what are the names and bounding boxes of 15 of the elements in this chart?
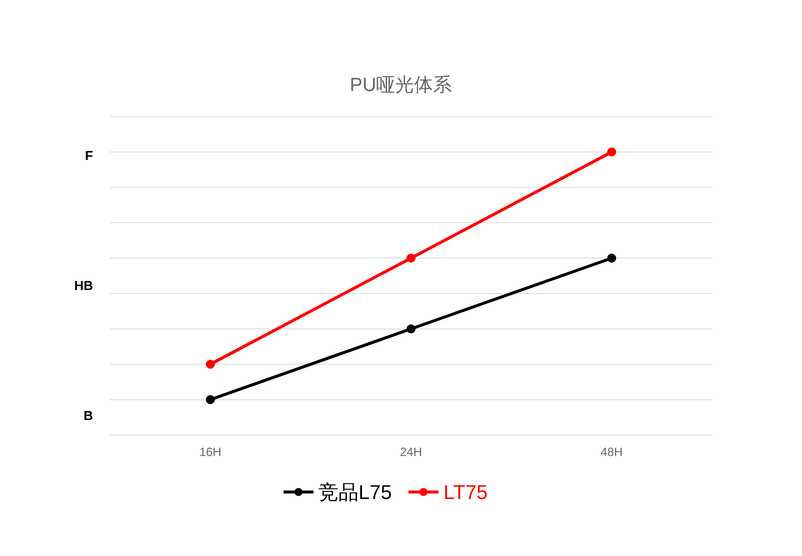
chart-title: PU哑光体系	[350, 75, 452, 96]
point	[607, 254, 616, 263]
text: F	[85, 148, 94, 163]
x-tick-label: 16H	[199, 445, 222, 459]
point	[206, 395, 215, 404]
text: HB	[74, 278, 93, 293]
point	[406, 324, 416, 334]
x-tick-label: 48H	[600, 445, 623, 459]
point	[607, 148, 616, 156]
point	[406, 254, 416, 263]
text: B	[84, 408, 93, 423]
x-tick-label: 24H	[400, 445, 422, 459]
legend-label: 竞品L75	[318, 482, 392, 504]
legend-label: LT75	[444, 482, 488, 504]
point	[206, 360, 215, 369]
